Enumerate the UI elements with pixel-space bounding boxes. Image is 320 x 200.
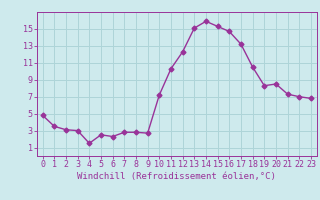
X-axis label: Windchill (Refroidissement éolien,°C): Windchill (Refroidissement éolien,°C) [77, 172, 276, 181]
